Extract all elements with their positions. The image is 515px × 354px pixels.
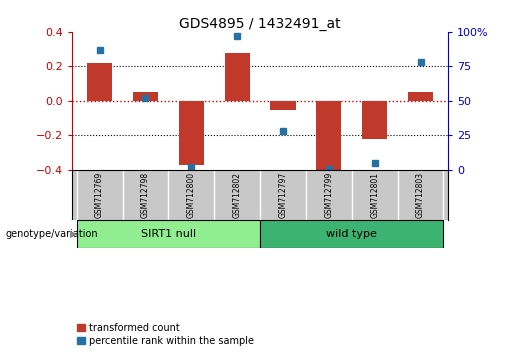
Bar xyxy=(225,53,250,101)
Text: SIRT1 null: SIRT1 null xyxy=(141,229,196,239)
Text: ▶: ▶ xyxy=(70,229,77,239)
Text: GSM712803: GSM712803 xyxy=(416,172,425,218)
Text: GSM712802: GSM712802 xyxy=(233,172,242,218)
Text: GSM712801: GSM712801 xyxy=(370,172,379,218)
Text: genotype/variation: genotype/variation xyxy=(5,229,98,239)
Bar xyxy=(362,101,387,139)
Bar xyxy=(179,101,204,165)
Title: GDS4895 / 1432491_at: GDS4895 / 1432491_at xyxy=(179,17,341,31)
Bar xyxy=(260,220,443,248)
Text: GSM712799: GSM712799 xyxy=(324,172,333,218)
Bar xyxy=(87,63,112,101)
Text: GSM712797: GSM712797 xyxy=(279,172,287,218)
Bar xyxy=(77,220,260,248)
Bar xyxy=(408,92,433,101)
Text: GSM712769: GSM712769 xyxy=(95,172,104,218)
Text: GSM712800: GSM712800 xyxy=(187,172,196,218)
Bar xyxy=(133,92,158,101)
Text: wild type: wild type xyxy=(327,229,377,239)
Bar xyxy=(316,101,341,170)
Legend: transformed count, percentile rank within the sample: transformed count, percentile rank withi… xyxy=(77,323,253,346)
Text: GSM712798: GSM712798 xyxy=(141,172,150,218)
Bar xyxy=(270,101,296,109)
